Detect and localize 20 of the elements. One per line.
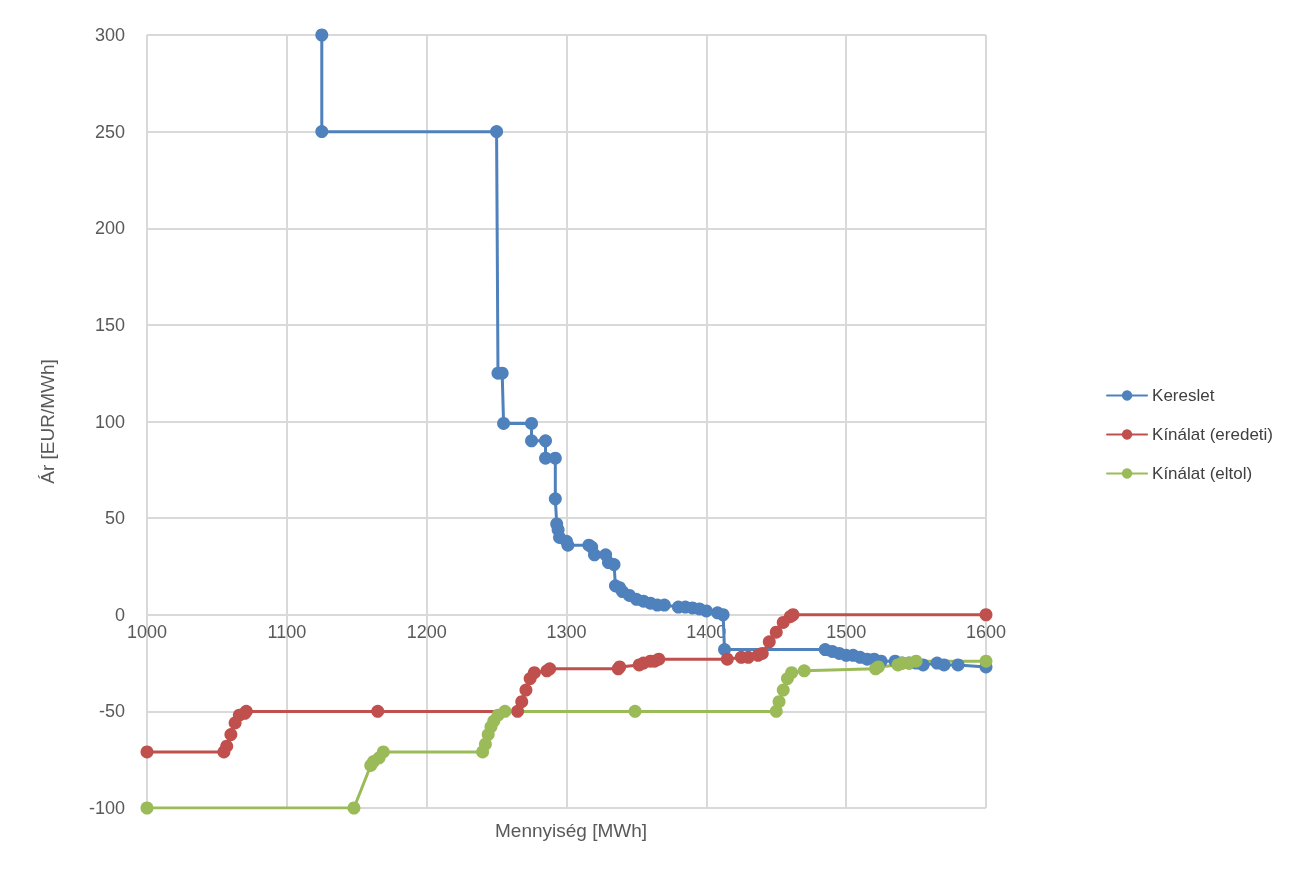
legend-label: Kereslet xyxy=(1152,386,1215,405)
y-tick-label: 50 xyxy=(104,508,125,529)
x-tick-label: 1300 xyxy=(546,621,587,642)
x-tick-label: 1500 xyxy=(826,621,867,642)
legend-label: Kínálat (eredeti) xyxy=(1152,425,1273,444)
y-tick-label: -100 xyxy=(88,798,125,818)
y-axis-title: Ár [EUR/MWh] xyxy=(37,359,58,484)
x-axis-title: Mennyiség [MWh] xyxy=(494,820,648,841)
y-tick-label: 300 xyxy=(94,25,125,45)
x-tick-label: 1000 xyxy=(126,621,168,642)
y-tick-label: 250 xyxy=(94,121,125,142)
y-tick-label: 0 xyxy=(114,604,125,625)
y-tick-label: 100 xyxy=(94,411,125,432)
y-tick-label: -50 xyxy=(98,701,125,722)
legend-label: Kínálat (eltol) xyxy=(1152,464,1253,483)
y-tick-label: 150 xyxy=(94,314,125,335)
x-tick-label: 1600 xyxy=(965,621,1007,642)
x-tick-label: 1100 xyxy=(267,621,307,642)
y-tick-label: 200 xyxy=(94,218,125,239)
x-tick-label: 1200 xyxy=(406,621,447,642)
